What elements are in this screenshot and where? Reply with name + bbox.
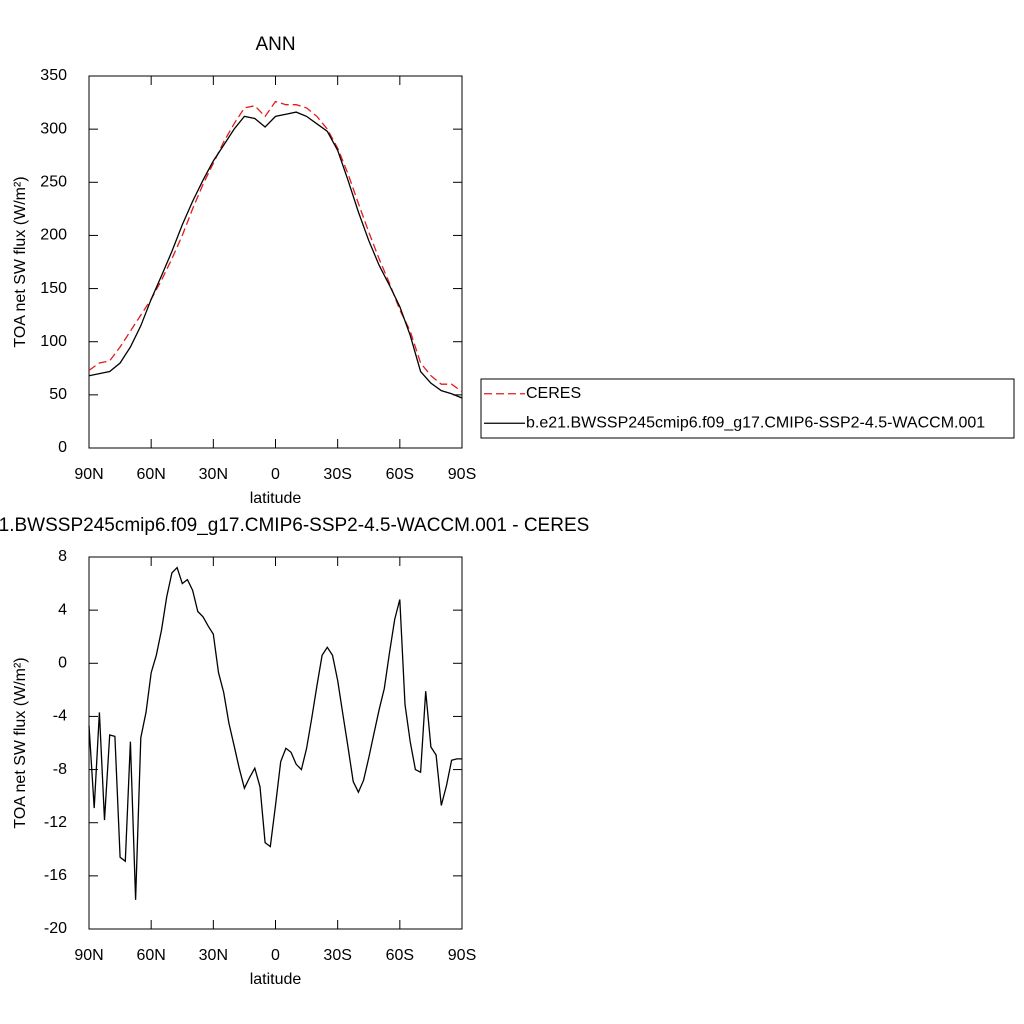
plot-frame xyxy=(88,75,463,449)
x-tick-label: 90N xyxy=(74,947,103,964)
y-tick-label: 0 xyxy=(58,655,67,672)
y-tick-label: 0 xyxy=(58,439,67,456)
y-tick-label: -8 xyxy=(53,761,67,778)
y-tick-label: 100 xyxy=(40,333,67,350)
x-tick-label: 0 xyxy=(271,947,280,964)
x-tick-label: 60S xyxy=(386,947,414,964)
x-tick-label: 30N xyxy=(199,947,228,964)
y-tick-label: 8 xyxy=(58,548,67,565)
chart-title: b.e21.BWSSP245cmip6.f09_g17.CMIP6-SSP2-4… xyxy=(0,515,589,536)
x-tick-label: 90S xyxy=(448,466,476,483)
y-axis-label: TOA net SW flux (W/m²) xyxy=(12,176,29,347)
y-axis-label: TOA net SW flux (W/m²) xyxy=(12,657,29,828)
legend-label: b.e21.BWSSP245cmip6.f09_g17.CMIP6-SSP2-4… xyxy=(526,414,985,431)
data-line xyxy=(88,100,463,393)
x-tick-label: 90S xyxy=(448,947,476,964)
y-tick-label: 4 xyxy=(58,601,67,618)
plot-frame xyxy=(88,556,463,930)
x-tick-label: 60N xyxy=(136,947,165,964)
chart-title: ANN xyxy=(255,34,295,55)
x-axis-label: latitude xyxy=(250,971,302,988)
data-line xyxy=(88,566,462,900)
x-tick-label: 30N xyxy=(199,466,228,483)
x-tick-label: 30S xyxy=(323,947,351,964)
y-tick-label: -16 xyxy=(44,867,67,884)
x-tick-label: 60N xyxy=(136,466,165,483)
data-line xyxy=(88,111,463,399)
y-tick-label: 300 xyxy=(40,120,67,137)
y-tick-label: 250 xyxy=(40,174,67,191)
legend-label: CERES xyxy=(526,385,581,402)
x-axis-label: latitude xyxy=(250,490,302,507)
y-tick-label: -20 xyxy=(44,920,67,937)
x-tick-label: 90N xyxy=(74,466,103,483)
y-tick-label: 200 xyxy=(40,227,67,244)
y-tick-label: 350 xyxy=(40,67,67,84)
y-tick-label: 50 xyxy=(49,386,67,403)
legend-box xyxy=(480,378,1015,439)
x-tick-label: 60S xyxy=(386,466,414,483)
y-tick-label: -4 xyxy=(53,708,67,725)
x-tick-label: 30S xyxy=(323,466,351,483)
y-tick-label: -12 xyxy=(44,814,67,831)
x-tick-label: 0 xyxy=(271,466,280,483)
y-tick-label: 150 xyxy=(40,280,67,297)
